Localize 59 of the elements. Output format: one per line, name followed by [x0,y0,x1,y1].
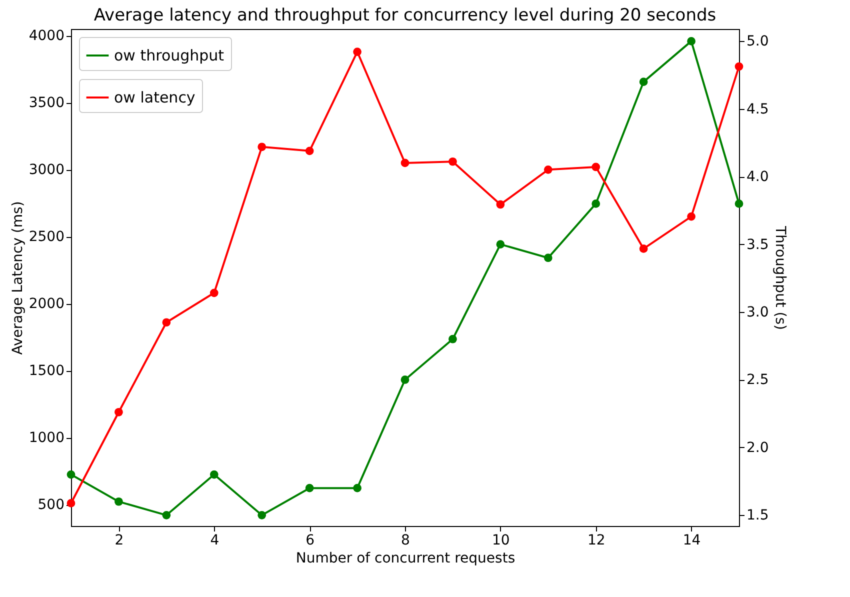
chart-title: Average latency and throughput for concurrency level during 20 seconds [94,6,716,26]
y-tick-label: 2500 [28,229,64,246]
y2-tick-label: 4.0 [746,169,769,186]
point [639,244,648,253]
y-tick-label: 3500 [28,95,64,112]
point [66,470,76,479]
point [687,212,696,221]
y2-tick-label: 2.0 [746,440,769,456]
point [210,470,218,479]
x-tick-label: 8 [401,532,410,548]
y-tick-label: 500 [38,497,64,514]
y2-tick-label: 2.5 [746,372,769,388]
point [448,157,457,166]
point [448,334,457,344]
point [734,200,744,208]
y-tick-label: 4000 [28,28,64,44]
point [592,200,600,208]
point [400,376,410,384]
y2-axis-title: Throughput (s) [772,225,788,330]
legend-label: ow latency [114,88,196,106]
point [66,499,76,508]
point [353,48,362,56]
point [114,408,123,416]
point [162,510,171,520]
point [305,484,314,492]
y-tick-label: 1500 [28,363,64,380]
point [258,510,266,520]
x-axis-title: Number of concurrent requests [296,550,516,566]
point [734,62,744,71]
point [639,78,648,86]
y2-tick-label: 3.0 [746,304,769,321]
y-tick-label: 3000 [28,162,64,178]
x-tick-label: 10 [492,532,510,548]
point [258,142,266,152]
point [687,37,696,46]
y-axis-title: Average Latency (ms) [10,201,26,355]
point [496,200,505,209]
x-tick-label: 2 [114,532,124,548]
legend-label: ow throughput [114,46,224,64]
point [544,254,552,262]
point [544,165,552,174]
point [592,162,600,172]
x-tick-label: 12 [587,532,606,548]
y2-tick-label: 4.5 [746,101,769,118]
y2-tick-label: 3.5 [746,236,769,253]
point [114,497,123,506]
point [400,158,410,168]
point [162,318,171,327]
point [353,484,362,492]
point [496,240,505,248]
y-tick-label: 2000 [28,296,64,312]
y2-tick-label: 1.5 [746,508,769,524]
y2-tick-label: 5.0 [746,34,769,50]
point [210,288,218,298]
x-tick-label: 14 [682,532,701,548]
x-tick-label: 6 [306,532,315,548]
x-tick-label: 4 [210,532,220,548]
point [305,146,314,156]
y-tick-label: 1000 [28,430,64,446]
